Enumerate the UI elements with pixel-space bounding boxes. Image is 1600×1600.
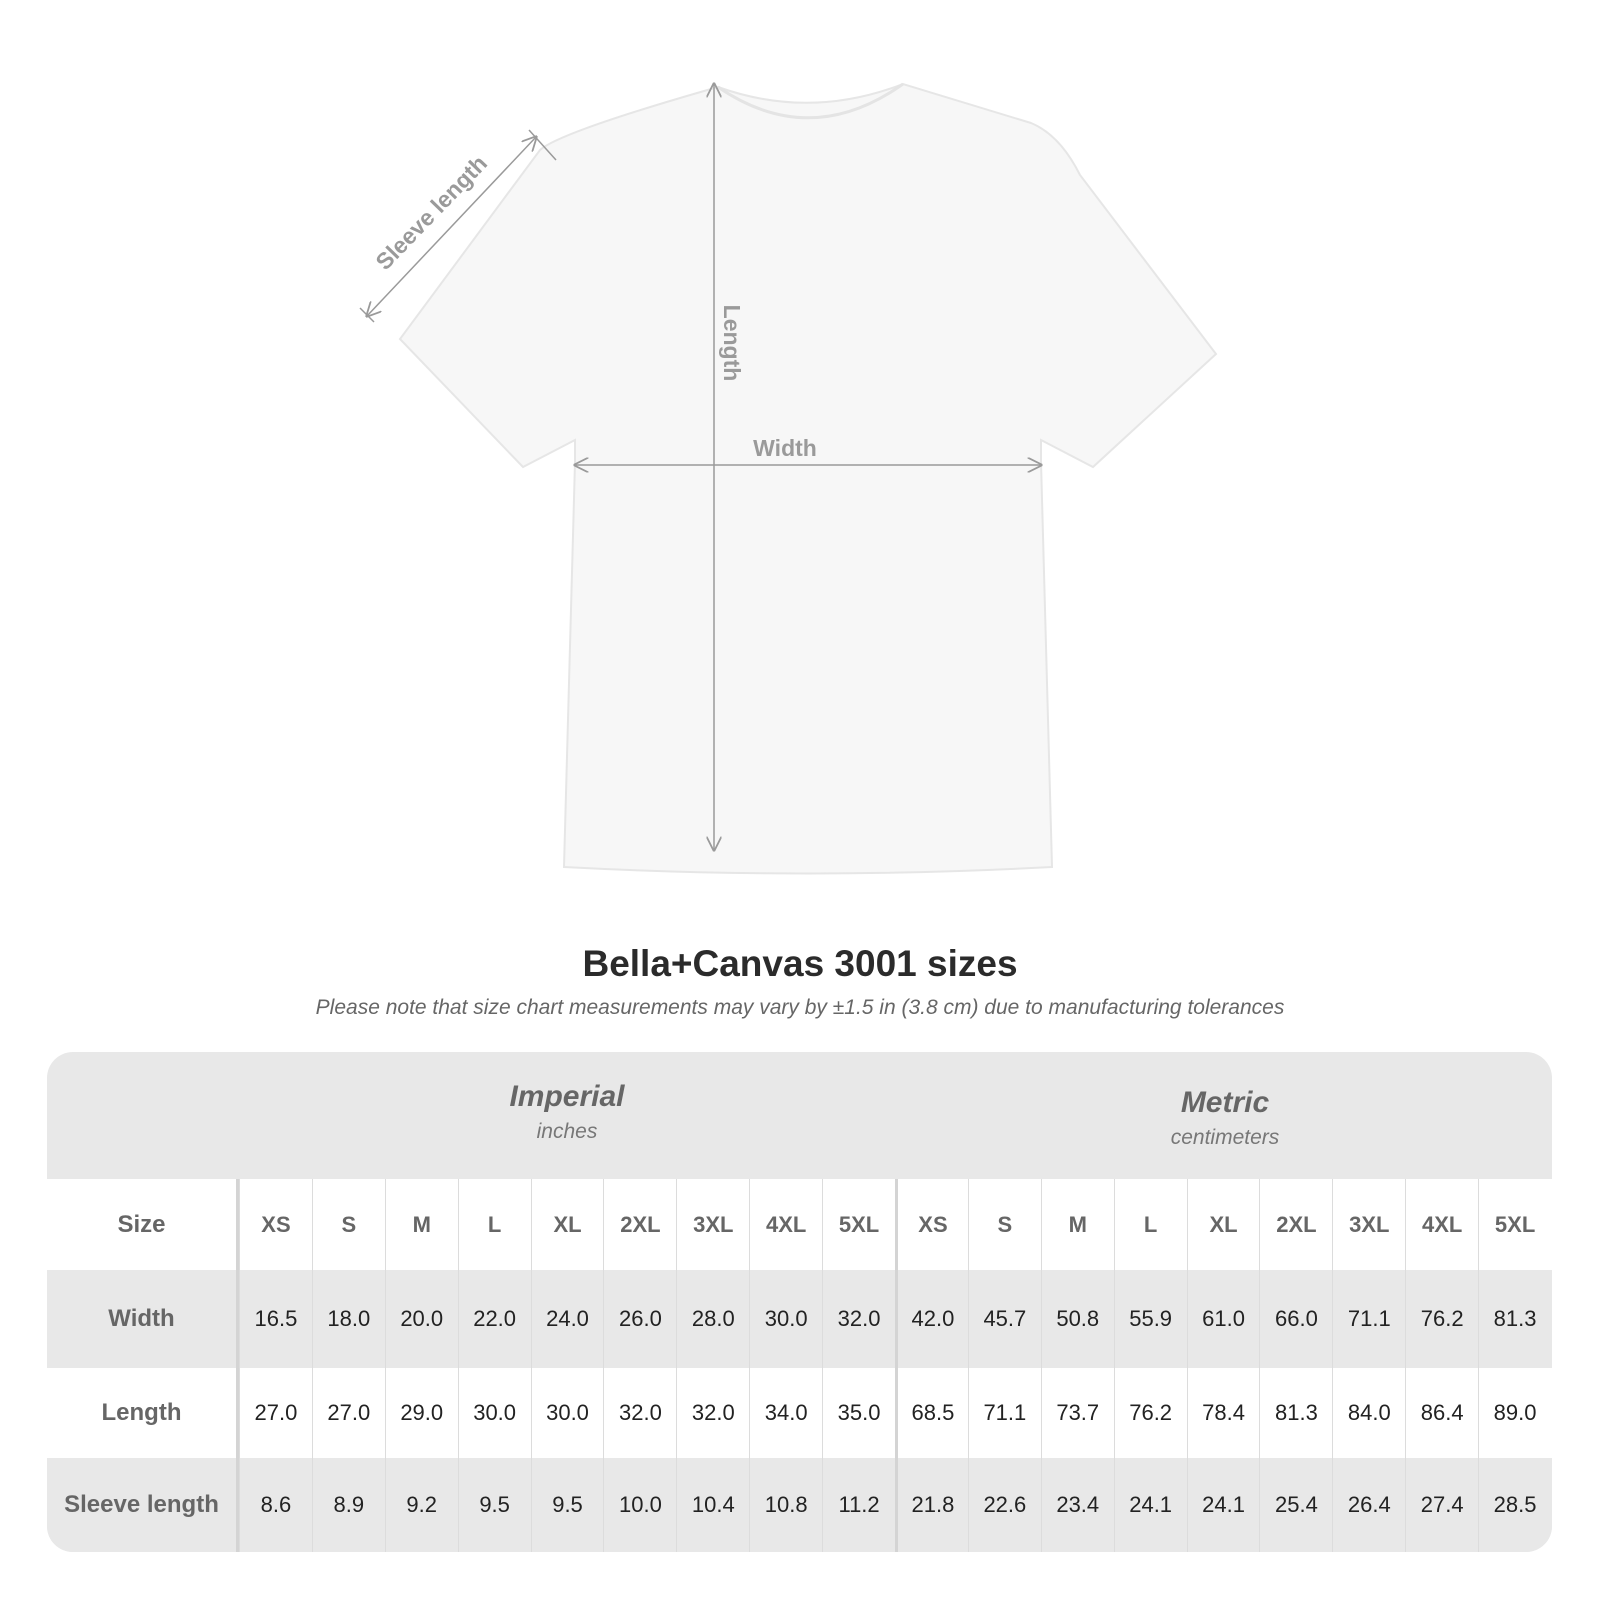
imperial-value-s: 27.0	[311, 1368, 385, 1458]
size-header-m: M	[384, 1179, 458, 1270]
size-header-xs: XS	[895, 1179, 968, 1270]
size-header-l: L	[1113, 1179, 1187, 1270]
metric-value-m: 73.7	[1040, 1368, 1114, 1458]
collar	[717, 82, 904, 120]
metric-value-xl: 24.1	[1186, 1458, 1260, 1552]
size-header-s: S	[311, 1179, 385, 1270]
metric-value-l: 24.1	[1113, 1458, 1187, 1552]
metric-value-s: 45.7	[967, 1270, 1041, 1368]
size-header-5xl: 5XL	[1478, 1179, 1551, 1270]
metric-value-5xl: 89.0	[1478, 1368, 1551, 1458]
metric-value-xs: 21.8	[895, 1458, 968, 1552]
metric-value-xs: 42.0	[895, 1270, 968, 1368]
imperial-value-xs: 16.5	[239, 1270, 312, 1368]
imperial-value-xl: 30.0	[530, 1368, 604, 1458]
metric-value-4xl: 86.4	[1405, 1368, 1478, 1458]
metric-value-3xl: 71.1	[1332, 1270, 1405, 1368]
imperial-value-m: 29.0	[384, 1368, 458, 1458]
size-header-2xl: 2XL	[1259, 1179, 1332, 1270]
metric-title: Metric	[1180, 1086, 1270, 1119]
metric-value-m: 23.4	[1040, 1458, 1114, 1552]
metric-value-4xl: 76.2	[1405, 1270, 1478, 1368]
imperial-value-xl: 9.5	[530, 1458, 604, 1552]
imperial-value-5xl: 11.2	[822, 1458, 895, 1552]
size-table: Imperial inches Metric centimeters Size X…	[47, 1052, 1552, 1552]
row-label: Width	[47, 1270, 239, 1368]
metric-value-3xl: 26.4	[1332, 1458, 1405, 1552]
table-row-length: Length 27.0 27.0 29.0 30.0 30.0 32.0 32.0 34.0 35…	[47, 1368, 1552, 1458]
metric-value-l: 76.2	[1113, 1368, 1187, 1458]
metric-header: Metric centimeters	[897, 1086, 1552, 1150]
size-header-xl: XL	[530, 1179, 604, 1270]
imperial-unit: inches	[536, 1120, 598, 1143]
imperial-value-xs: 8.6	[239, 1458, 312, 1552]
imperial-value-2xl: 32.0	[603, 1368, 676, 1458]
size-header-3xl: 3XL	[1332, 1179, 1405, 1270]
metric-value-xl: 78.4	[1186, 1368, 1260, 1458]
size-header-5xl: 5XL	[822, 1179, 895, 1270]
size-header-row: Size XS S M L XL 2XL 3XL 4XL 5XL XS S M L XL 2XL 3XL 4XL 5…	[47, 1179, 1552, 1270]
size-header-l: L	[457, 1179, 531, 1270]
tolerance-note: Please note that size chart measurements…	[315, 996, 1285, 1019]
metric-value-2xl: 25.4	[1259, 1458, 1332, 1552]
table-row-sleeve-length: Sleeve length 8.6 8.9 9.2 9.5 9.5 10.0 10.4 10.8…	[47, 1458, 1552, 1552]
imperial-value-2xl: 26.0	[603, 1270, 676, 1368]
size-header-m: M	[1040, 1179, 1114, 1270]
width-label: Width	[753, 435, 817, 461]
metric-value-s: 22.6	[967, 1458, 1041, 1552]
imperial-value-4xl: 10.8	[749, 1458, 822, 1552]
size-label: Size	[47, 1179, 239, 1270]
size-header-xl: XL	[1186, 1179, 1260, 1270]
imperial-value-3xl: 28.0	[676, 1270, 749, 1368]
imperial-value-5xl: 35.0	[822, 1368, 895, 1458]
metric-unit: centimeters	[1170, 1126, 1280, 1149]
imperial-value-m: 9.2	[384, 1458, 458, 1552]
metric-value-s: 71.1	[967, 1368, 1041, 1458]
imperial-value-2xl: 10.0	[603, 1458, 676, 1552]
row-label: Sleeve length	[47, 1458, 239, 1552]
row-label: Length	[47, 1368, 239, 1458]
page-title: Bella+Canvas 3001 sizes	[582, 943, 1018, 984]
metric-value-4xl: 27.4	[1405, 1458, 1478, 1552]
imperial-value-s: 18.0	[311, 1270, 385, 1368]
imperial-value-3xl: 10.4	[676, 1458, 749, 1552]
tshirt-diagram: Sleeve length Length Width	[359, 0, 1218, 875]
length-label: Length	[719, 305, 745, 382]
imperial-value-5xl: 32.0	[822, 1270, 895, 1368]
imperial-value-m: 20.0	[384, 1270, 458, 1368]
imperial-value-4xl: 30.0	[749, 1270, 822, 1368]
metric-value-2xl: 66.0	[1259, 1270, 1332, 1368]
imperial-header: Imperial inches	[239, 1080, 895, 1144]
size-header-4xl: 4XL	[749, 1179, 822, 1270]
size-header-2xl: 2XL	[603, 1179, 676, 1270]
metric-value-l: 55.9	[1113, 1270, 1187, 1368]
imperial-value-xl: 24.0	[530, 1270, 604, 1368]
imperial-title: Imperial	[509, 1080, 625, 1113]
tshirt-shape	[398, 82, 1218, 875]
metric-value-2xl: 81.3	[1259, 1368, 1332, 1458]
metric-value-3xl: 84.0	[1332, 1368, 1405, 1458]
metric-value-xl: 61.0	[1186, 1270, 1260, 1368]
size-header-3xl: 3XL	[676, 1179, 749, 1270]
sleeve-arrow	[367, 137, 536, 316]
size-header-s: S	[967, 1179, 1041, 1270]
imperial-value-xs: 27.0	[239, 1368, 312, 1458]
imperial-value-s: 8.9	[311, 1458, 385, 1552]
table-row-width: Width 16.5 18.0 20.0 22.0 24.0 26.0 28.0 30.0 32.…	[47, 1270, 1552, 1368]
size-header-4xl: 4XL	[1405, 1179, 1478, 1270]
imperial-value-4xl: 34.0	[749, 1368, 822, 1458]
imperial-value-3xl: 32.0	[676, 1368, 749, 1458]
metric-value-m: 50.8	[1040, 1270, 1114, 1368]
metric-value-5xl: 81.3	[1478, 1270, 1551, 1368]
metric-value-xs: 68.5	[895, 1368, 968, 1458]
imperial-value-l: 22.0	[457, 1270, 531, 1368]
imperial-value-l: 30.0	[457, 1368, 531, 1458]
metric-value-5xl: 28.5	[1478, 1458, 1551, 1552]
size-header-xs: XS	[239, 1179, 312, 1270]
imperial-value-l: 9.5	[457, 1458, 531, 1552]
